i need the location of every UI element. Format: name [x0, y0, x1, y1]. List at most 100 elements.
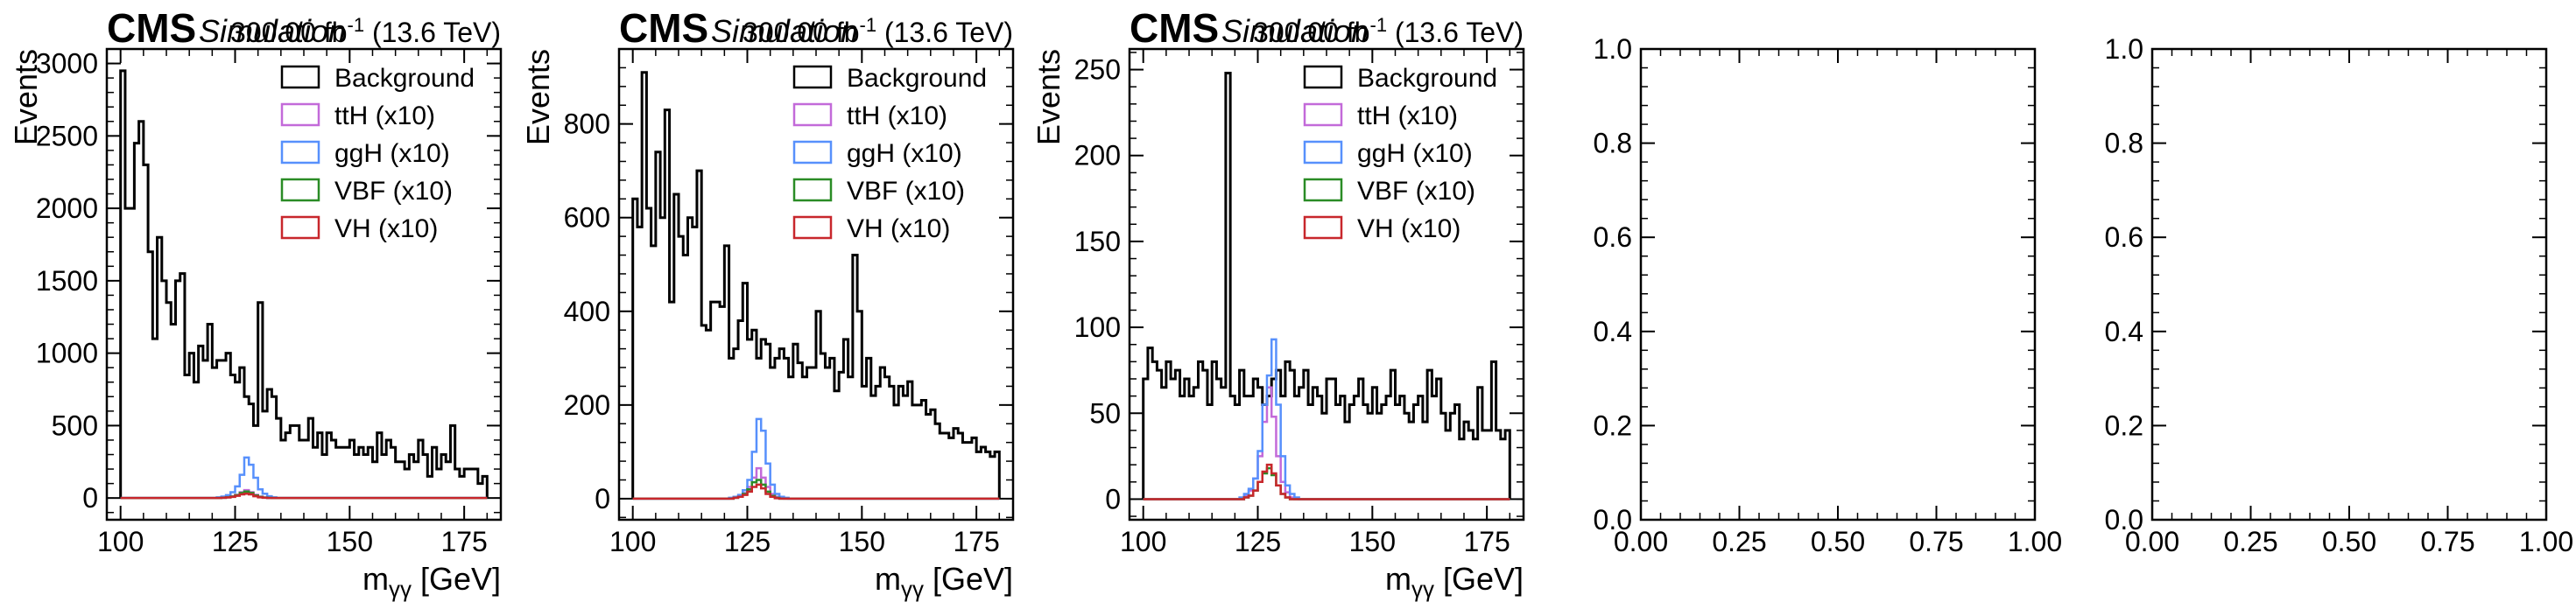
y-tick-label: 400	[564, 296, 610, 327]
x-tick-label: 0.00	[1614, 526, 1668, 557]
lumi-exponent: -1	[1370, 14, 1388, 36]
panel-4: 0.00 0.25 0.50 0.75 1.00 0.0 0.2 0.4 0.6 0.8 1.0	[1594, 33, 2063, 557]
y-tick-label: 0	[1105, 483, 1121, 514]
x-label-unit: [GeV]	[924, 561, 1013, 597]
legend-swatch	[1303, 178, 1343, 202]
legend-swatch	[1303, 215, 1343, 240]
energy-label: (13.6 TeV)	[876, 17, 1013, 48]
x-tick-label: 1.00	[2519, 526, 2573, 557]
energy-label: (13.6 TeV)	[1387, 17, 1524, 48]
histogram-background	[119, 69, 489, 499]
experiment-label: CMS	[619, 5, 708, 51]
y-tick-label: 0.4	[2105, 316, 2143, 347]
x-tick-label: 100	[609, 526, 656, 557]
y-tick-label: 0.4	[1594, 316, 1632, 347]
histogram-signal-3	[1143, 466, 1510, 500]
y-tick-label: 0.8	[2105, 128, 2143, 159]
x-tick-label: 0.75	[2420, 526, 2474, 557]
axes-frame	[1128, 47, 1525, 522]
legend-swatch	[792, 65, 833, 89]
histogram-background	[1142, 71, 1511, 500]
x-axis-label: mγγ [GeV]	[875, 561, 1013, 602]
y-tick-label: 0.6	[1594, 221, 1632, 253]
legend-label: VH (x10)	[1357, 214, 1460, 243]
legend-label: ggH (x10)	[1357, 139, 1473, 168]
y-tick-label: 0.6	[2105, 221, 2143, 253]
x-label-unit: [GeV]	[412, 561, 501, 597]
x-tick-label: 175	[1463, 526, 1510, 557]
legend-swatch	[280, 102, 320, 127]
panel-5: 0.00 0.25 0.50 0.75 1.00 0.0 0.2 0.4 0.6 0.8 1.0	[2105, 33, 2574, 557]
y-axis-label: Events	[520, 49, 556, 145]
y-tick-label: 0.0	[2105, 504, 2143, 536]
y-tick-label: 1000	[36, 338, 98, 369]
x-axis-label: mγγ [GeV]	[362, 561, 501, 602]
y-tick-label: 600	[564, 202, 610, 234]
x-tick-label: 175	[953, 526, 999, 557]
sub-label: Simulation	[199, 13, 346, 49]
x-tick-label: 150	[1349, 526, 1396, 557]
y-tick-label: 200	[1074, 140, 1121, 172]
axes-frame	[617, 47, 1015, 522]
legend-swatch	[280, 215, 320, 240]
histogram-signal-4	[632, 483, 1000, 500]
sub-label: Simulation	[711, 13, 858, 49]
x-tick-label: 0.00	[2125, 526, 2179, 557]
x-tick-label: 0.75	[1909, 526, 1963, 557]
x-label-main: m	[875, 561, 901, 597]
legend-label: VBF (x10)	[1357, 177, 1475, 206]
experiment-label: CMS	[1130, 5, 1219, 51]
experiment-label: CMS	[107, 5, 196, 51]
legend-label: VH (x10)	[847, 214, 950, 243]
histogram-signal-4	[1143, 463, 1510, 500]
y-tick-label: 150	[1074, 226, 1121, 257]
legend-swatch	[792, 102, 833, 127]
y-tick-label: 0.0	[1594, 504, 1632, 536]
y-tick-label: 0.2	[2105, 410, 2143, 441]
x-tick-label: 0.50	[1811, 526, 1865, 557]
energy-label: (13.6 TeV)	[364, 17, 501, 48]
y-tick-label: 1.0	[2105, 33, 2143, 65]
panel-1: 100 125 150 175 0 500 1000 1500 2000 2500 3000 Back…	[8, 5, 503, 602]
legend-swatch	[1303, 65, 1343, 89]
x-tick-label: 125	[212, 526, 258, 557]
y-axis-label: Events	[8, 49, 44, 145]
lumi-exponent: -1	[860, 14, 877, 36]
x-tick-label: 0.25	[1712, 526, 1766, 557]
y-tick-label: 250	[1074, 54, 1121, 86]
legend-swatch	[280, 140, 320, 164]
y-tick-label: 200	[564, 389, 610, 421]
x-tick-label: 150	[839, 526, 885, 557]
legend-swatch	[280, 178, 320, 202]
x-axis-label: mγγ [GeV]	[1385, 561, 1524, 602]
lumi-value: 300.00 fb	[743, 17, 859, 48]
legend-label: VBF (x10)	[847, 177, 965, 206]
legend-label: VBF (x10)	[334, 177, 453, 206]
legend-label: Background	[334, 64, 475, 93]
legend-label: ttH (x10)	[334, 102, 435, 130]
histogram-signal-1	[632, 466, 1000, 500]
x-label-subscript: γγ	[1411, 576, 1434, 602]
y-tick-label: 0.8	[1594, 128, 1632, 159]
x-tick-label: 100	[97, 526, 144, 557]
y-tick-label: 500	[52, 410, 98, 441]
x-tick-label: 0.50	[2322, 526, 2376, 557]
legend-label: Background	[847, 64, 987, 93]
x-tick-label: 0.25	[2223, 526, 2277, 557]
x-tick-label: 125	[1235, 526, 1281, 557]
lumi-label: 300.00 fb-1 (13.6 TeV)	[743, 14, 1013, 48]
y-tick-label: 0	[82, 482, 98, 514]
panel-2: 100 125 150 175 0 200 400 600 800 Background ttH (…	[520, 5, 1015, 602]
x-tick-label: 125	[724, 526, 771, 557]
x-tick-label: 1.00	[2008, 526, 2062, 557]
axes-frame	[2150, 47, 2548, 522]
x-label-subscript: γγ	[901, 576, 924, 602]
lumi-label: 300.00 fb-1 (13.6 TeV)	[1253, 14, 1524, 48]
panel-3: 100 125 150 175 0 50 100 150 200 250 Background ttH…	[1031, 5, 1525, 602]
histogram-signal-1	[120, 488, 488, 500]
legend-label: VH (x10)	[334, 214, 438, 243]
x-tick-label: 150	[327, 526, 373, 557]
y-tick-label: 1.0	[1594, 33, 1632, 65]
y-tick-label: 1500	[36, 265, 98, 297]
